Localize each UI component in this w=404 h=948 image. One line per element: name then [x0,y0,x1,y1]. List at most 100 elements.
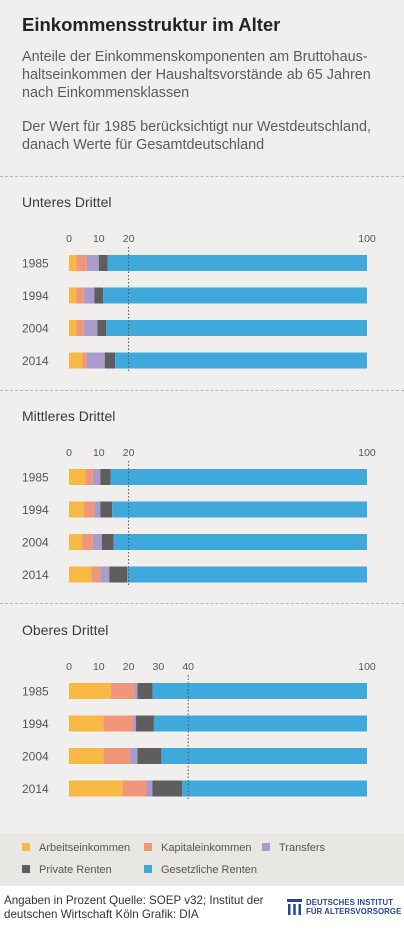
category-label: 2004 [22,322,49,336]
bar-segment [152,780,183,797]
bar-segment [86,352,105,369]
bar-segment [136,715,154,732]
category-label: 1994 [22,289,49,303]
bar-segment [91,566,101,583]
legend-label: Private Renten [39,864,112,876]
divider [0,390,404,391]
bar-segment [153,715,367,732]
tick-label: 100 [358,661,376,673]
tick-label: 100 [358,447,376,459]
bar-segment [92,469,101,485]
logo-line-1: DEUTSCHES INSTITUT [306,898,394,907]
bar-segment [69,715,104,732]
bar-segment [76,320,84,336]
legend-item-private-renten: Private Renten [22,864,112,876]
bar-segment [69,320,77,336]
legend-label: Arbeitseinkommen [39,842,131,854]
tick-label: 40 [182,661,194,673]
tick-label: 10 [93,447,105,459]
bar-segment [92,534,102,550]
legend-item-arbeitseinkommen: Arbeitseinkommen [22,842,130,854]
bar-segment [127,566,367,583]
bar-segment [69,287,77,304]
page-subtitle: Anteile der Einkommenskomponenten am Bru… [22,49,371,101]
bar-segment [106,320,367,336]
page-title: Einkommensstruktur im Alter [22,14,281,35]
legend-swatch [22,843,30,851]
tick-label: 100 [358,233,376,245]
bar-segment [94,287,104,304]
category-label: 1985 [22,257,49,271]
legend-swatch [262,843,270,851]
category-label: 2004 [22,536,49,550]
legend-swatch [144,865,152,873]
bar-segment [113,534,367,550]
legend-item-gesetzliche-renten: Gesetzliche Renten [144,864,257,876]
bar-segment [83,501,95,518]
legend-item-kapitaleinkommen: Kapitaleinkommen [144,842,252,854]
divider [0,603,404,604]
page-note: Der Wert für 1985 berücksichtigt nur Wes… [22,119,372,153]
panel-title: Oberes Drittel [22,622,108,638]
category-label: 1994 [22,717,49,731]
bar-segment [69,780,123,797]
bar-segment [69,534,83,550]
bar-segment [97,320,107,336]
bar-segment [109,566,128,583]
bar-segment [112,501,368,518]
bar-segment [86,255,99,271]
bar-segment [82,534,93,550]
logo-line-2: FÜR ALTERSVORSORGE [306,906,402,916]
bar-segment [146,780,153,797]
legend-swatch [22,865,30,873]
category-label: 2004 [22,750,49,764]
bar-segment [103,287,368,304]
panel-title: Unteres Drittel [22,194,111,210]
bar-segment [130,748,138,764]
bar-segment [101,534,114,550]
tick-label: 10 [93,661,105,673]
divider [0,176,404,177]
bar-segment [137,683,153,699]
legend-item-transfers: Transfers [262,842,325,854]
bar-segment [134,683,138,699]
bar-segment [85,469,93,485]
dia-logo-text: DEUTSCHES INSTITUT FÜR ALTERSVORSORGE [306,898,402,917]
bar-segment [110,469,367,485]
bar-segment [98,255,108,271]
bar-segment [76,287,84,304]
tick-label: 10 [93,233,105,245]
tick-label: 0 [66,233,72,245]
tick-label: 0 [66,661,72,673]
dia-logo-icon [287,899,302,915]
legend-label: Gesetzliche Renten [161,864,257,876]
tick-label: 20 [123,447,135,459]
bar-segment [122,780,147,797]
bar-segment [82,352,87,369]
bar-segment [161,748,367,764]
category-label: 2014 [22,782,49,796]
bar-segment [152,683,367,699]
bar-segment [133,715,137,732]
bar-segment [83,320,98,336]
panel-title: Mittleres Drittel [22,408,115,424]
bar-segment [103,748,131,764]
bar-segment [69,566,92,583]
source-note: Angaben in Prozent Quelle: SOEP v32; Ins… [4,894,264,921]
bar-segment [103,715,134,732]
legend: Arbeitseinkommen Kapitaleinkommen Transf… [0,834,404,886]
bar-segment [110,683,135,699]
legend-label: Kapitaleinkommen [161,842,252,854]
bar-segment [115,352,367,369]
tick-label: 20 [123,233,135,245]
dia-logo: DEUTSCHES INSTITUT FÜR ALTERSVORSORGE [287,898,404,922]
tick-label: 0 [66,447,72,459]
tick-label: 30 [153,661,165,673]
footer: Angaben in Prozent Quelle: SOEP v32; Ins… [0,886,404,948]
category-label: 2014 [22,568,49,582]
bar-segment [83,287,95,304]
bar-segment [137,748,162,764]
bar-segment [69,469,86,485]
category-label: 1985 [22,685,49,699]
